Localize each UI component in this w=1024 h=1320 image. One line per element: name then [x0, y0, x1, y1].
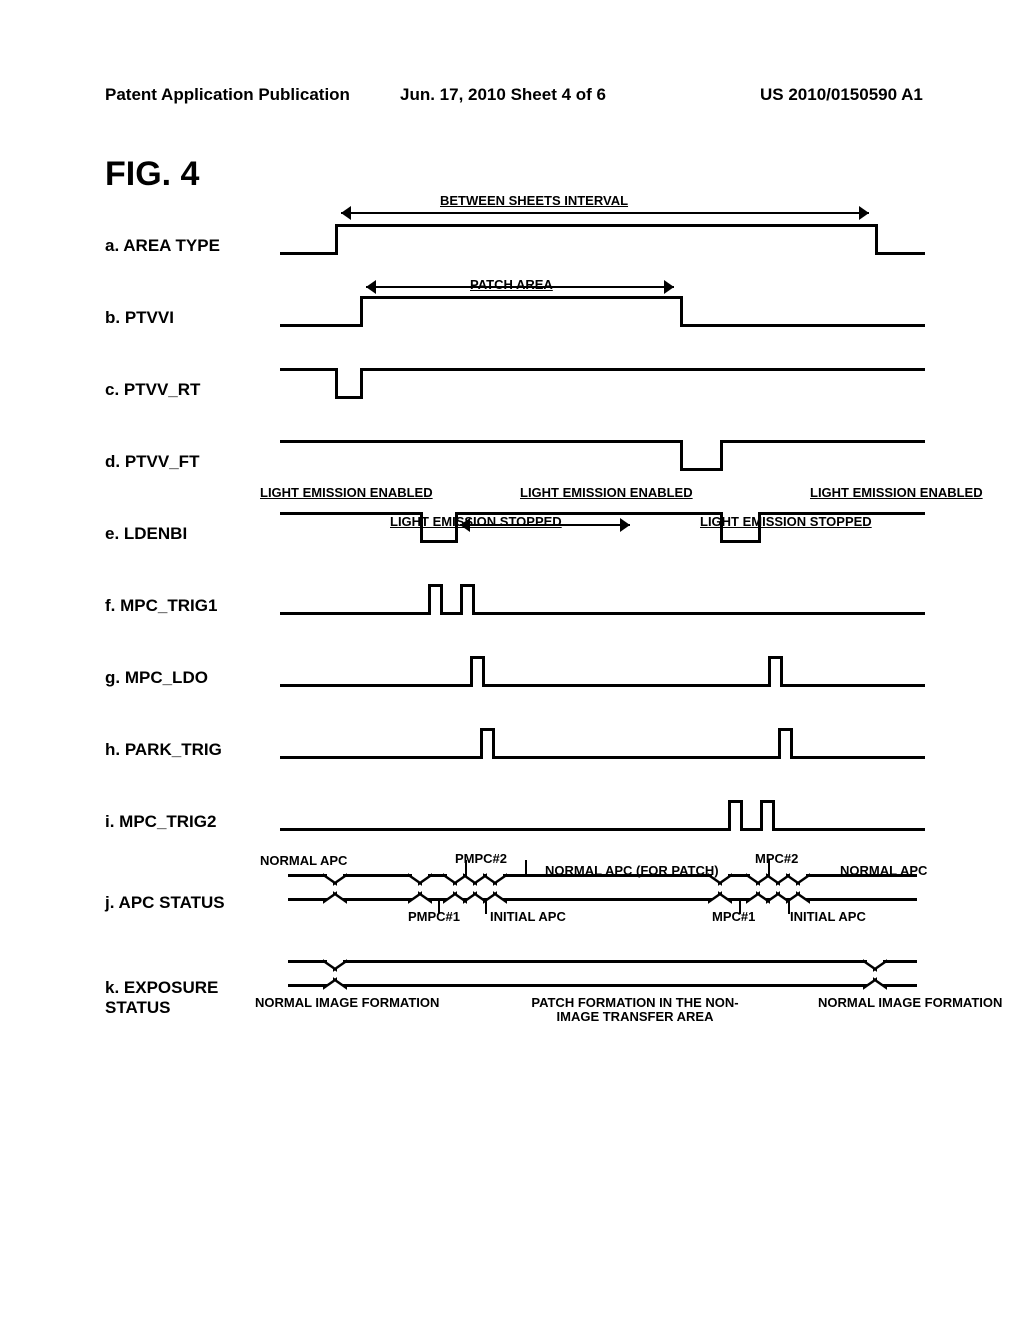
header-center: Jun. 17, 2010 Sheet 4 of 6 [400, 85, 606, 105]
wave-c [280, 354, 925, 426]
header-left: Patent Application Publication [105, 85, 350, 105]
label-d: d. PTVV_FT [105, 452, 280, 472]
row-ptvv-rt: c. PTVV_RT [105, 354, 925, 426]
header-right: US 2010/0150590 A1 [760, 85, 923, 105]
row-ptvv-ft: d. PTVV_FT [105, 426, 925, 498]
ann-normal-img-1: NORMAL IMAGE FORMATION [255, 996, 439, 1010]
ann-le-stopped-2: LIGHT EMISSION STOPPED [700, 515, 872, 529]
row-exposure-status: k. EXPOSURE STATUS NORMAL IMAGE FORMATIO… [105, 948, 925, 1048]
row-mpc-ldo: g. MPC_LDO [105, 642, 925, 714]
wave-e: LIGHT EMISSION ENABLED LIGHT EMISSION ST… [280, 498, 925, 570]
row-apc-status: j. APC STATUS NORMAL APC PMPC#2 NORMAL A… [105, 858, 925, 948]
wave-j: NORMAL APC PMPC#2 NORMAL APC (FOR PATCH)… [280, 858, 925, 948]
ann-initial-apc-2: INITIAL APC [790, 910, 866, 924]
row-ldenbi: e. LDENBI LIGHT EMISSION ENABLED LIGHT E… [105, 498, 925, 570]
row-mpc-trig1: f. MPC_TRIG1 [105, 570, 925, 642]
label-k: k. EXPOSURE STATUS [105, 978, 280, 1017]
row-park-trig: h. PARK_TRIG [105, 714, 925, 786]
wave-f [280, 570, 925, 642]
label-f: f. MPC_TRIG1 [105, 596, 280, 616]
label-i: i. MPC_TRIG2 [105, 812, 280, 832]
wave-i [280, 786, 925, 858]
ann-pmpc2: PMPC#2 [455, 852, 507, 866]
label-g: g. MPC_LDO [105, 668, 280, 688]
ann-pmpc1: PMPC#1 [408, 910, 460, 924]
row-mpc-trig2: i. MPC_TRIG2 [105, 786, 925, 858]
ann-le-enabled-1: LIGHT EMISSION ENABLED [260, 486, 433, 500]
ann-mpc2: MPC#2 [755, 852, 798, 866]
label-a: a. AREA TYPE [105, 236, 280, 256]
label-b: b. PTVVI [105, 308, 280, 328]
wave-k: NORMAL IMAGE FORMATION PATCH FORMATION I… [280, 948, 925, 1048]
ann-le-enabled-3: LIGHT EMISSION ENABLED [810, 486, 983, 500]
figure-label: FIG. 4 [105, 155, 199, 194]
wave-g [280, 642, 925, 714]
row-area-type: a. AREA TYPE BETWEEN SHEETS INTERVAL [105, 210, 925, 282]
timing-chart: a. AREA TYPE BETWEEN SHEETS INTERVAL b. … [105, 210, 925, 1048]
label-h: h. PARK_TRIG [105, 740, 280, 760]
label-c: c. PTVV_RT [105, 380, 280, 400]
ann-normal-apc-1: NORMAL APC [260, 854, 347, 868]
ann-initial-apc-1: INITIAL APC [490, 910, 566, 924]
row-ptvvi: b. PTVVI PATCH AREA [105, 282, 925, 354]
ann-patch-in-area: PATCH FORMATION IN THE NON-IMAGE TRANSFE… [525, 996, 745, 1023]
ann-mpc1: MPC#1 [712, 910, 755, 924]
label-j: j. APC STATUS [105, 893, 280, 913]
wave-b: PATCH AREA [280, 282, 925, 354]
label-e: e. LDENBI [105, 524, 280, 544]
wave-h [280, 714, 925, 786]
ann-le-enabled-2: LIGHT EMISSION ENABLED [520, 486, 693, 500]
ann-normal-img-2: NORMAL IMAGE FORMATION [818, 996, 1002, 1010]
wave-a: BETWEEN SHEETS INTERVAL [280, 210, 925, 282]
